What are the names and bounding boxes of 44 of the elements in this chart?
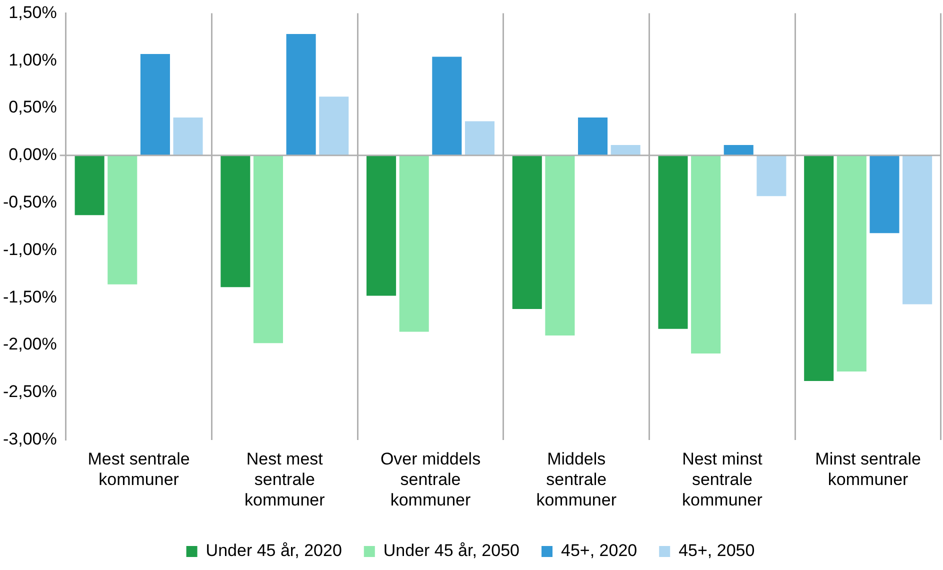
x-tick-label: Nest mest sentrale kommuner [244, 450, 326, 510]
bar [74, 155, 104, 216]
x-tick-label: Minst sentrale kommuner [815, 450, 921, 490]
bar [253, 155, 284, 344]
y-tick-label: 1,00% [8, 50, 57, 70]
legend-label: 45+, 2020 [561, 541, 638, 560]
y-tick-label: -1,00% [2, 240, 57, 259]
y-tick-label: 0,50% [8, 98, 57, 117]
y-tick-label: -0,50% [2, 192, 57, 212]
bar [610, 144, 640, 156]
legend-label: Under 45 år, 2050 [383, 541, 520, 560]
bar [691, 155, 721, 354]
bar [366, 155, 396, 296]
x-tick-label: Middels sentrale kommuner [536, 450, 617, 510]
y-tick-label: 1,50% [8, 2, 57, 22]
y-tick-label: -2,00% [2, 334, 57, 354]
bar [399, 155, 429, 332]
x-tick-label: Mest sentrale kommuner [88, 450, 190, 490]
bar [804, 155, 834, 382]
bar [432, 56, 462, 156]
bar [870, 155, 900, 234]
bar [140, 54, 170, 156]
bar [108, 155, 138, 284]
bar [724, 144, 754, 156]
bar [658, 155, 688, 329]
y-tick-label: -1,50% [2, 287, 57, 306]
bar [173, 117, 203, 156]
legend-label: Under 45 år, 2020 [206, 541, 342, 560]
bar [512, 155, 542, 309]
bar [836, 155, 866, 372]
bar [902, 155, 932, 304]
y-tick-label: -2,50% [2, 382, 57, 402]
bar [286, 34, 316, 156]
bar [756, 155, 786, 196]
bar [578, 117, 608, 156]
bar [319, 96, 349, 156]
x-tick-label: Nest minst sentrale kommuner [682, 450, 763, 510]
bar [220, 155, 250, 288]
legend-label: 45+, 2050 [678, 541, 755, 560]
y-tick-label: 0,00% [8, 145, 57, 164]
y-tick-label: -3,00% [2, 429, 57, 448]
x-tick-label: Over middels sentrale kommuner [380, 450, 481, 510]
bar [464, 121, 494, 156]
bar [545, 155, 575, 336]
